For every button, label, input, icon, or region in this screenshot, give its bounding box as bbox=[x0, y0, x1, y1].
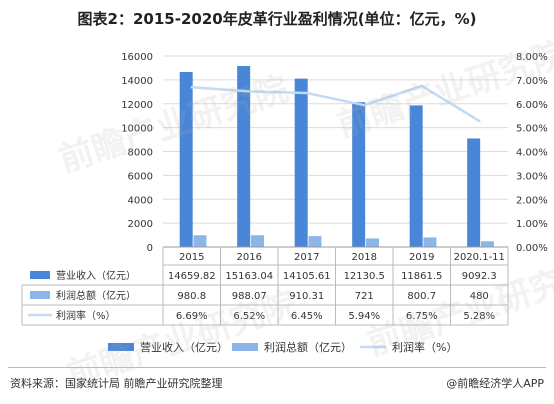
table-row-label: 营业收入（亿元） bbox=[56, 269, 136, 282]
table-cell: 6.69% bbox=[176, 311, 208, 322]
x-category-label: 2015 bbox=[179, 252, 204, 263]
bar-layer bbox=[179, 65, 494, 247]
revenue-bar bbox=[467, 138, 481, 247]
y-right-tick-label: 2.00% bbox=[516, 195, 548, 206]
chart-title: 图表2：2015-2020年皮革行业盈利情况(单位：亿元，%) bbox=[77, 10, 477, 28]
table-cell: 980.8 bbox=[177, 291, 206, 302]
revenue-bar bbox=[179, 71, 193, 247]
y-left-tick-label: 6000 bbox=[128, 171, 153, 182]
x-category-label: 2020.1-11 bbox=[454, 252, 505, 263]
x-category-label: 2017 bbox=[294, 252, 319, 263]
source-note: 资料来源：国家统计局 前瞻产业研究院整理 bbox=[10, 377, 223, 390]
table-cell: 988.07 bbox=[232, 291, 267, 302]
table-cell: 6.45% bbox=[291, 311, 323, 322]
table-cell: 5.28% bbox=[463, 311, 495, 322]
y-right-tick-label: 4.00% bbox=[516, 148, 548, 159]
table-cell: 14659.82 bbox=[168, 271, 216, 282]
y-left-tick-label: 10000 bbox=[121, 124, 153, 135]
brand-label: @前瞻经济学人APP bbox=[446, 377, 544, 390]
profit-bar bbox=[250, 235, 264, 247]
revenue-bar bbox=[294, 78, 308, 247]
table-cell: 480 bbox=[470, 291, 489, 302]
table-key-swatch bbox=[30, 271, 50, 279]
profit-rate-line bbox=[190, 84, 481, 123]
line-layer bbox=[190, 84, 481, 123]
legend-label: 利润率（%） bbox=[392, 340, 457, 354]
profit-bar bbox=[365, 238, 379, 247]
table-cell: 800.7 bbox=[407, 291, 436, 302]
revenue-bar bbox=[237, 65, 251, 247]
table-row-label: 利润总额（亿元） bbox=[56, 289, 136, 302]
x-category-label: 2019 bbox=[409, 252, 434, 263]
y-right-tick-label: 8.00% bbox=[516, 52, 548, 63]
y-left-tick-label: 0 bbox=[147, 243, 153, 254]
table-row-label: 利润率（%） bbox=[56, 309, 116, 322]
revenue-bar bbox=[409, 105, 423, 247]
table-cell: 6.75% bbox=[406, 311, 438, 322]
table-cell: 721 bbox=[355, 291, 374, 302]
footer-divider bbox=[8, 367, 546, 368]
table-key-swatch bbox=[30, 291, 50, 299]
y-right-tick-label: 5.00% bbox=[516, 124, 548, 135]
table-cell: 14105.61 bbox=[283, 271, 331, 282]
table-cell: 6.52% bbox=[233, 311, 265, 322]
table-cell: 12130.5 bbox=[344, 271, 385, 282]
y-left-tick-label: 2000 bbox=[128, 219, 153, 230]
y-left-tick-label: 8000 bbox=[128, 148, 153, 159]
legend: 营业收入（亿元） 利润总额（亿元） 利润率（%） bbox=[108, 340, 457, 354]
legend-label: 利润总额（亿元） bbox=[264, 340, 352, 354]
revenue-bar bbox=[352, 102, 366, 247]
y-right-tick-label: 7.00% bbox=[516, 76, 548, 87]
table-cell: 9092.3 bbox=[462, 271, 497, 282]
profit-bar bbox=[480, 241, 494, 247]
y-right-tick-label: 1.00% bbox=[516, 219, 548, 230]
grid-layer bbox=[163, 55, 508, 224]
y-right-tick-label: 6.00% bbox=[516, 100, 548, 111]
data-table: 2015 2016 2017 2018 2019 2020.1-11 营业收入（亿元） 146… bbox=[21, 247, 509, 326]
y-left-tick-label: 12000 bbox=[121, 100, 153, 111]
legend-swatch bbox=[232, 343, 258, 351]
table-cell: 15163.04 bbox=[225, 271, 273, 282]
y-right-tick-label: 3.00% bbox=[516, 171, 548, 182]
y-left-tick-label: 16000 bbox=[121, 52, 153, 63]
y-left-tick-label: 14000 bbox=[121, 76, 153, 87]
x-category-label: 2016 bbox=[237, 252, 262, 263]
legend-label: 营业收入（亿元） bbox=[140, 340, 228, 354]
legend-swatch bbox=[108, 343, 134, 351]
y-right-tick-label: 0.00% bbox=[516, 243, 548, 254]
table-cell: 5.94% bbox=[348, 311, 380, 322]
x-category-label: 2018 bbox=[352, 252, 377, 263]
profit-bar bbox=[423, 237, 437, 247]
y-left-tick-label: 4000 bbox=[128, 195, 153, 206]
table-cell: 910.31 bbox=[289, 291, 324, 302]
profit-bar bbox=[193, 235, 207, 247]
profit-bar bbox=[308, 236, 322, 247]
table-cell: 11861.5 bbox=[401, 271, 442, 282]
